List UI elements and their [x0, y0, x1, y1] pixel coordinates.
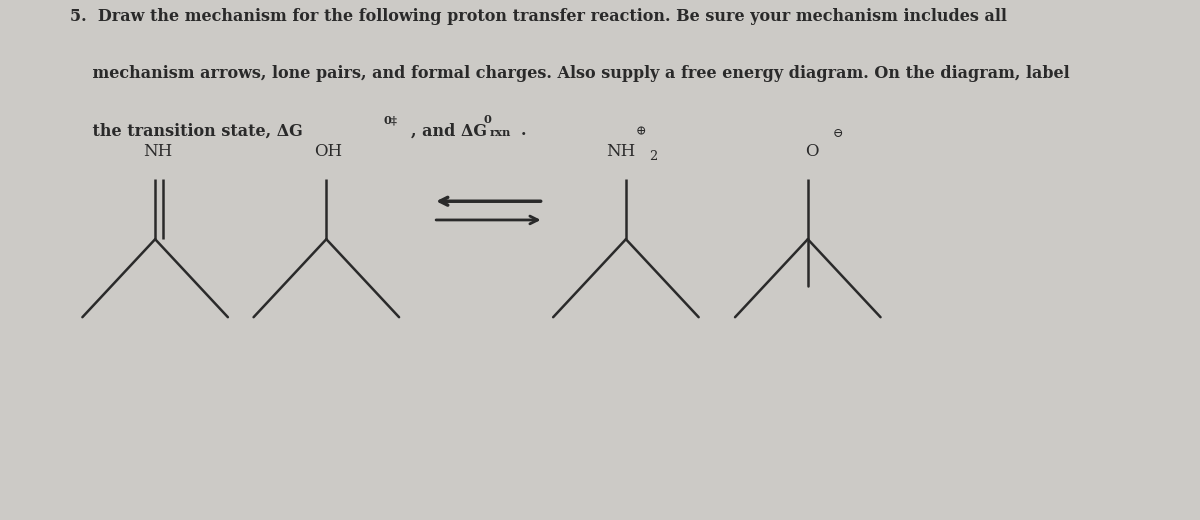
Text: 2: 2	[649, 150, 658, 163]
Text: 0‡: 0‡	[383, 114, 397, 125]
Text: 5.  Draw the mechanism for the following proton transfer reaction. Be sure your : 5. Draw the mechanism for the following …	[70, 8, 1007, 25]
Text: 0: 0	[484, 114, 492, 125]
Text: NH: NH	[606, 142, 635, 160]
Text: ⊕: ⊕	[636, 126, 646, 139]
Text: OH: OH	[314, 142, 342, 160]
Text: NH: NH	[143, 142, 172, 160]
Text: , and ΔG: , and ΔG	[410, 122, 487, 139]
Text: the transition state, ΔG: the transition state, ΔG	[70, 122, 302, 139]
Text: rxn: rxn	[490, 127, 511, 138]
Text: ⊖: ⊖	[833, 127, 844, 140]
Text: O: O	[805, 142, 818, 160]
Text: .: .	[521, 122, 527, 139]
Text: mechanism arrows, lone pairs, and formal charges. Also supply a free energy diag: mechanism arrows, lone pairs, and formal…	[70, 65, 1069, 82]
